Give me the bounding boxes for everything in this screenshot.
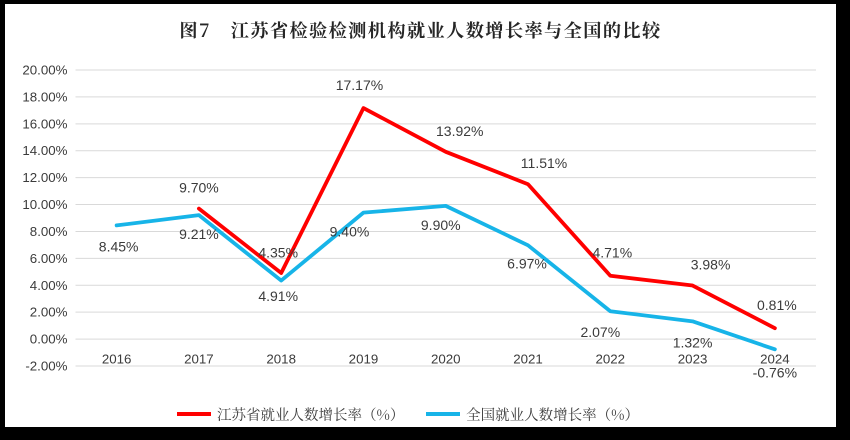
svg-text:4.00%: 4.00%: [30, 278, 68, 293]
svg-text:12.00%: 12.00%: [22, 170, 67, 185]
svg-text:2.07%: 2.07%: [580, 324, 620, 340]
svg-text:6.00%: 6.00%: [30, 251, 68, 266]
svg-text:20.00%: 20.00%: [22, 63, 67, 78]
svg-text:0.00%: 0.00%: [30, 332, 68, 347]
svg-text:13.92%: 13.92%: [436, 123, 483, 139]
svg-text:2019: 2019: [349, 352, 379, 367]
svg-text:4.71%: 4.71%: [592, 245, 632, 261]
svg-text:6.97%: 6.97%: [507, 255, 547, 271]
svg-text:18.00%: 18.00%: [22, 89, 67, 104]
svg-text:8.45%: 8.45%: [99, 238, 139, 254]
svg-text:10.00%: 10.00%: [22, 197, 67, 212]
svg-text:9.40%: 9.40%: [330, 224, 370, 240]
svg-text:2.00%: 2.00%: [30, 305, 68, 320]
svg-text:9.70%: 9.70%: [179, 180, 219, 196]
svg-text:3.98%: 3.98%: [691, 257, 731, 273]
svg-text:16.00%: 16.00%: [22, 116, 67, 131]
svg-text:2017: 2017: [184, 352, 214, 367]
svg-text:1.32%: 1.32%: [673, 334, 713, 350]
svg-text:2022: 2022: [596, 352, 626, 367]
svg-text:2020: 2020: [431, 352, 461, 367]
svg-text:4.91%: 4.91%: [258, 288, 298, 304]
svg-text:4.35%: 4.35%: [258, 245, 298, 261]
svg-text:2018: 2018: [266, 352, 296, 367]
svg-text:2016: 2016: [102, 352, 132, 367]
svg-text:17.17%: 17.17%: [336, 77, 383, 93]
svg-text:9.21%: 9.21%: [179, 226, 219, 242]
svg-text:11.51%: 11.51%: [521, 155, 567, 171]
svg-text:8.00%: 8.00%: [30, 224, 68, 239]
svg-text:14.00%: 14.00%: [22, 143, 67, 158]
svg-text:0.81%: 0.81%: [757, 297, 797, 313]
svg-text:9.90%: 9.90%: [421, 217, 461, 233]
svg-text:-0.76%: -0.76%: [753, 365, 797, 381]
svg-text:2023: 2023: [678, 352, 708, 367]
svg-text:2021: 2021: [513, 352, 543, 367]
svg-text:-2.00%: -2.00%: [25, 359, 67, 374]
